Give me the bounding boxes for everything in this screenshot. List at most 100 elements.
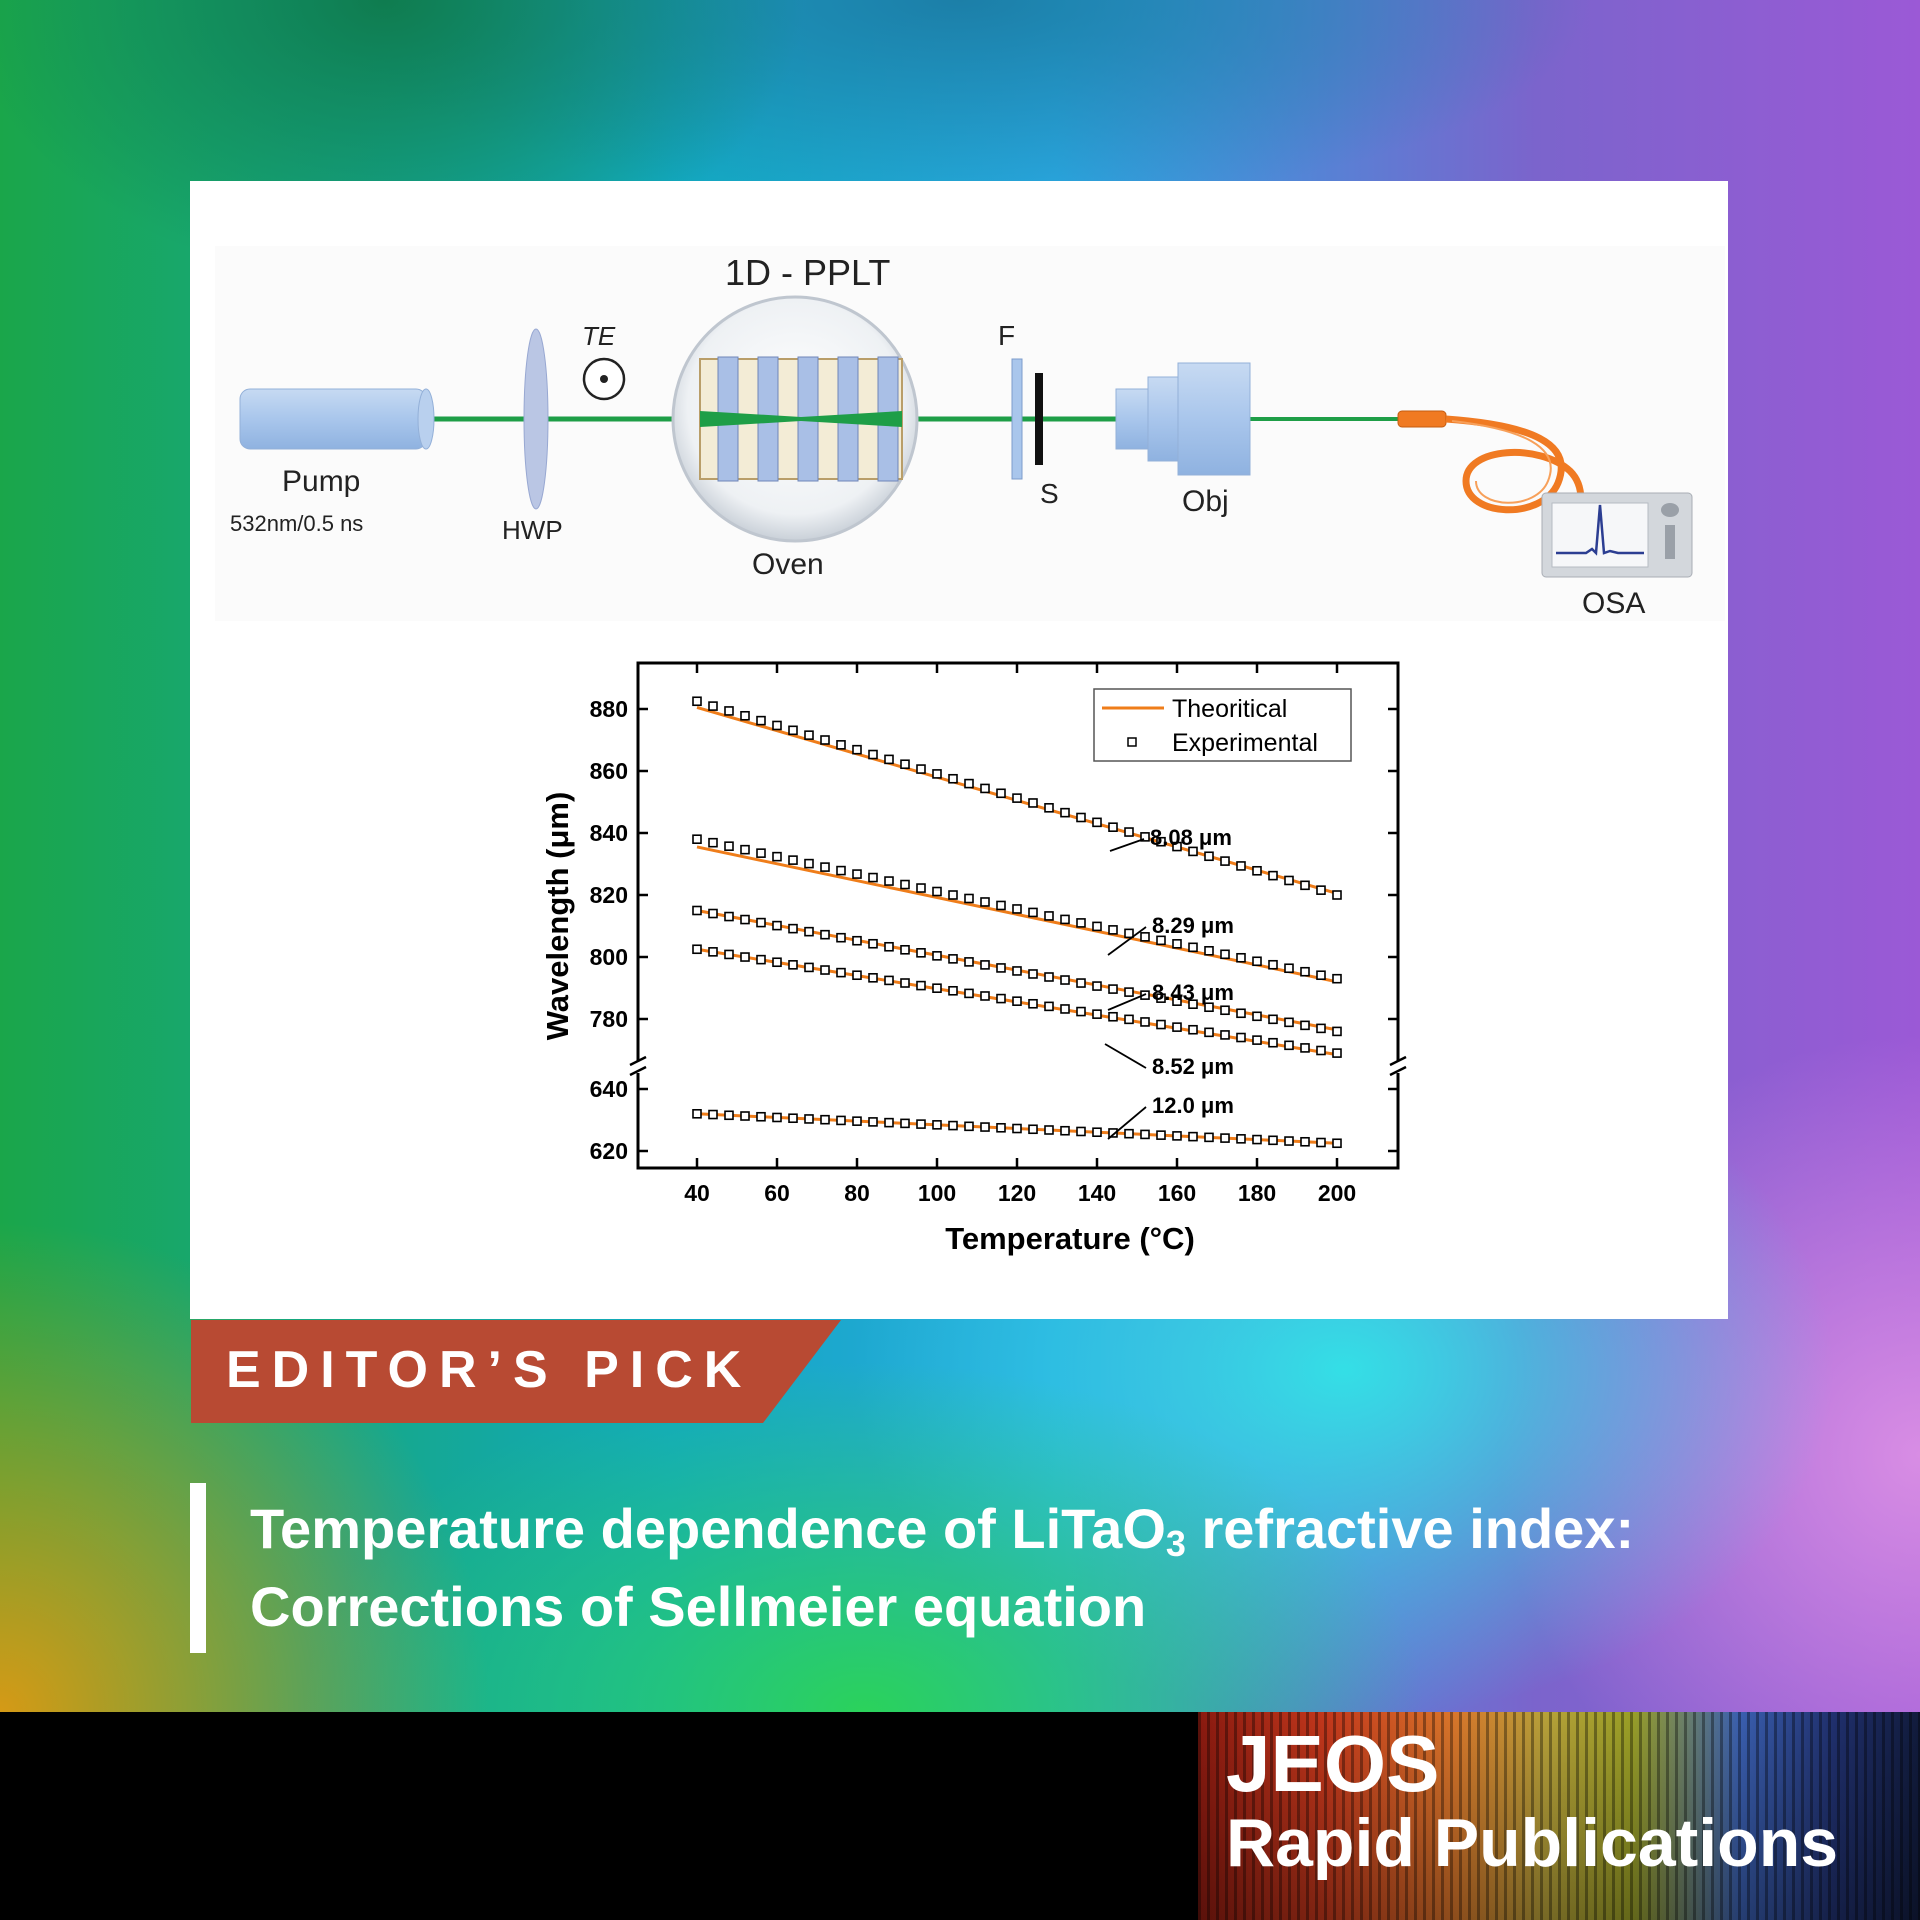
y-axis-label: Wavelength (μm)	[540, 792, 575, 1041]
legend-marker-swatch	[1127, 737, 1137, 747]
experimental-point	[756, 917, 766, 928]
series-label: 8.43 μm	[1152, 980, 1234, 1005]
experimental-point	[916, 980, 926, 991]
slit-label: S	[1040, 478, 1059, 509]
axis-break-left	[629, 1055, 647, 1077]
title-part-1: Temperature dependence of LiTaO	[250, 1497, 1166, 1560]
experimental-point	[1220, 1030, 1230, 1040]
experimental-point	[932, 983, 942, 993]
experimental-point	[1252, 1035, 1262, 1045]
oven-label: Oven	[752, 548, 824, 581]
experimental-point	[1092, 981, 1102, 991]
y-tick-label: 840	[590, 820, 628, 846]
experimental-point	[756, 1111, 766, 1122]
experimental-point	[756, 848, 766, 858]
experimental-point	[1220, 949, 1230, 960]
axis-break-right	[1389, 1055, 1407, 1077]
experimental-point	[1332, 1138, 1342, 1149]
series-label: 12.0 μm	[1152, 1093, 1234, 1118]
filter-label: F	[998, 320, 1015, 351]
experimental-point	[1172, 1131, 1182, 1141]
experimental-point	[868, 938, 878, 949]
experimental-point	[1236, 1008, 1246, 1019]
experimental-point	[1284, 1040, 1294, 1051]
experimental-point	[836, 740, 846, 750]
experimental-point	[1012, 996, 1022, 1006]
experimental-point	[1012, 966, 1022, 976]
experimental-point	[772, 851, 782, 862]
experimental-point	[820, 1114, 830, 1125]
y-tick-label: 780	[590, 1006, 628, 1032]
experimental-point	[884, 1117, 894, 1128]
experimental-point	[804, 858, 814, 869]
series-label: 8.29 μm	[1152, 913, 1234, 938]
experimental-point	[1252, 865, 1262, 876]
experimental-point	[1092, 817, 1102, 828]
experimental-point	[1156, 1130, 1166, 1140]
experimental-point	[772, 720, 782, 731]
x-tick-label: 100	[918, 1180, 956, 1206]
experimental-point	[708, 701, 718, 711]
experimental-point	[1316, 885, 1326, 895]
experimental-point	[1284, 963, 1294, 974]
experimental-point	[1044, 803, 1054, 813]
half-wave-plate	[523, 328, 549, 510]
experimental-point	[852, 935, 862, 946]
experimental-point	[1124, 987, 1134, 997]
experimental-point	[788, 855, 798, 865]
experimental-point	[1188, 942, 1198, 953]
experimental-point	[804, 926, 814, 937]
experimental-point	[932, 951, 942, 961]
experimental-point	[1012, 1123, 1022, 1134]
hwp-label: HWP	[502, 515, 563, 545]
slit-icon	[1035, 373, 1043, 465]
experimental-point	[1156, 993, 1166, 1003]
experimental-point	[948, 954, 958, 964]
objective-icon	[1115, 362, 1251, 476]
article-title[interactable]: Temperature dependence of LiTaO3 refract…	[250, 1490, 1810, 1646]
wavelength-temperature-chart: 40 60 80 100 120 140 160 180 200 780 800 820 840 860 8…	[540, 661, 1407, 1256]
logo-line-2: Rapid Publications	[1226, 1805, 1839, 1881]
experimental-point	[964, 957, 974, 967]
experimental-point	[916, 883, 926, 893]
experimental-point	[820, 862, 830, 872]
experimental-point	[1028, 907, 1038, 918]
experimental-point	[996, 788, 1006, 799]
experimental-point	[1172, 939, 1182, 949]
osa-label: OSA	[1582, 587, 1645, 620]
experimental-point	[1028, 1124, 1038, 1135]
series-label-pointer	[1109, 838, 1145, 852]
experimental-point	[852, 869, 862, 879]
experimental-point	[1108, 822, 1118, 832]
experimental-point	[692, 944, 702, 955]
experimental-point	[1140, 1129, 1150, 1140]
experimental-point	[1156, 836, 1166, 847]
experimental-point	[996, 900, 1006, 911]
experimental-point	[740, 844, 750, 855]
experimental-point	[1172, 1022, 1182, 1032]
experimental-point	[820, 929, 830, 940]
experimental-point	[1236, 1134, 1246, 1144]
experimental-point	[1076, 812, 1086, 823]
experimental-point	[1252, 956, 1262, 967]
experimental-point	[1268, 959, 1278, 970]
experimental-point	[1316, 1023, 1326, 1034]
experimental-point	[708, 1109, 718, 1120]
experimental-point	[740, 914, 750, 925]
experimental-point	[884, 941, 894, 952]
series-label-pointer	[1107, 1106, 1147, 1140]
experimental-point	[740, 1111, 750, 1121]
experimental-point	[948, 773, 958, 784]
experimental-point	[1332, 890, 1342, 900]
optical-fiber	[1445, 415, 1585, 535]
y-tick-label: 860	[590, 758, 628, 784]
experimental-point	[1028, 798, 1038, 808]
experimental-point	[1188, 846, 1198, 857]
title-subscript: 3	[1165, 1523, 1186, 1564]
experimental-point	[1076, 918, 1086, 928]
experimental-point	[1204, 1132, 1214, 1143]
experimental-point	[980, 991, 990, 1001]
experimental-point	[964, 988, 974, 999]
experimental-point	[900, 978, 910, 988]
experimental-point	[1316, 1137, 1326, 1148]
